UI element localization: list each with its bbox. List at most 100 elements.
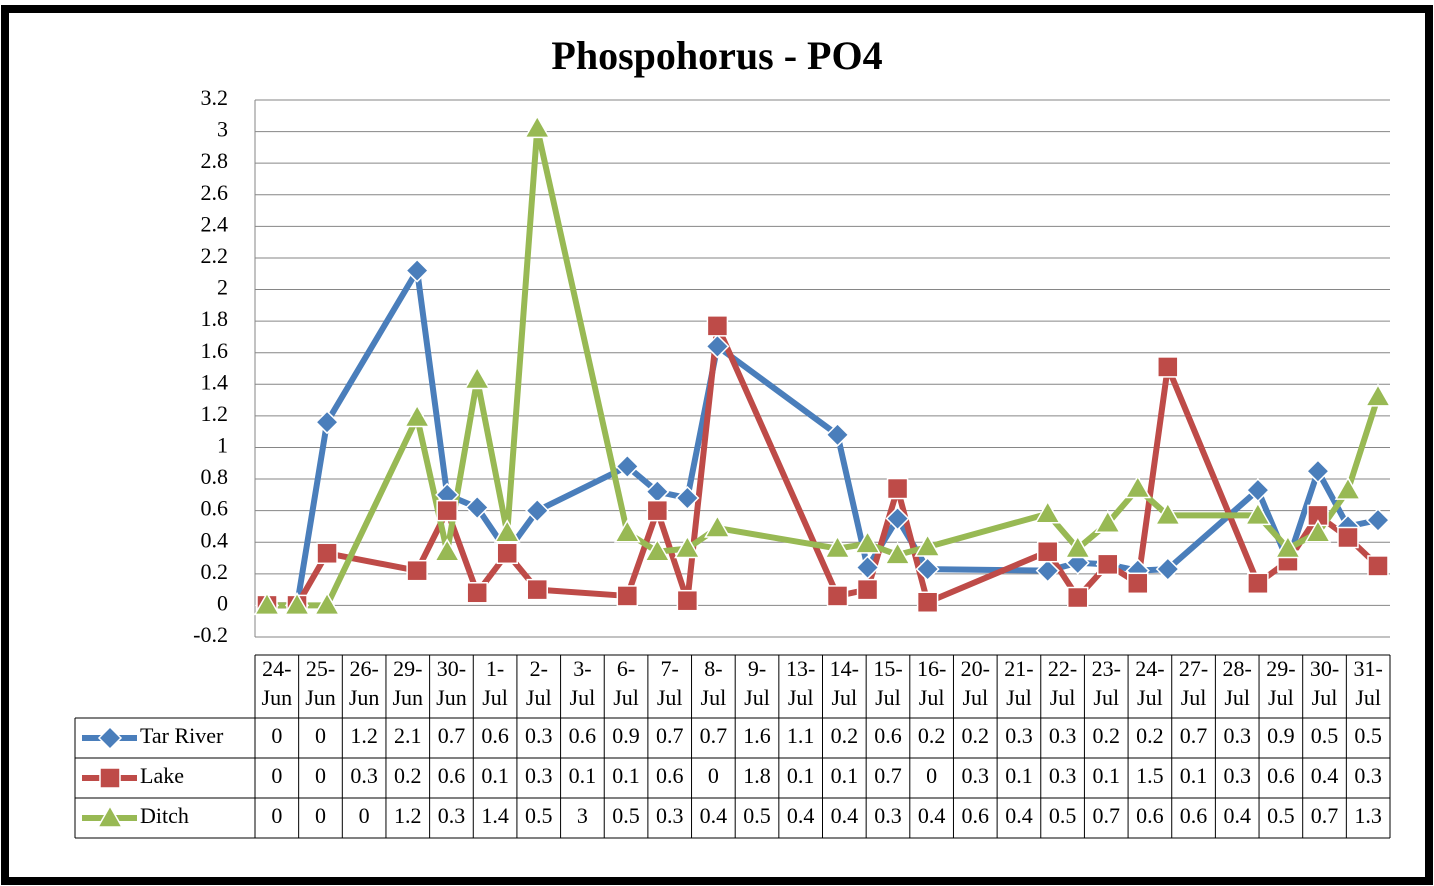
table-value: 0.6 xyxy=(1267,763,1295,788)
table-value: 0.7 xyxy=(1311,803,1339,828)
table-value: 1.2 xyxy=(394,803,422,828)
x-tick-label: 2-Jul xyxy=(526,656,552,710)
y-tick-label: 1.4 xyxy=(201,369,229,394)
table-value: 0.4 xyxy=(700,803,728,828)
table-value: 0.3 xyxy=(350,763,378,788)
marker xyxy=(825,422,850,447)
x-tick-label: 14-Jul xyxy=(830,656,859,710)
table-value: 0.6 xyxy=(1180,803,1208,828)
x-tick-label: 28-Jul xyxy=(1223,656,1252,710)
marker xyxy=(526,578,548,601)
y-tick-label: 2.4 xyxy=(201,211,229,236)
table-value: 0.6 xyxy=(1136,803,1164,828)
table-value: 1.3 xyxy=(1354,803,1382,828)
marker xyxy=(1097,553,1119,576)
table-value: 0.7 xyxy=(438,723,466,748)
marker xyxy=(615,454,640,479)
x-tick-label: 7-Jul xyxy=(657,656,683,710)
x-tick-label: 3-Jul xyxy=(570,656,596,710)
table-value: 0.6 xyxy=(962,803,990,828)
marker xyxy=(856,578,879,601)
table-value: 0.6 xyxy=(874,723,902,748)
table-value: 0.5 xyxy=(1267,803,1295,828)
marker xyxy=(1035,558,1060,583)
marker xyxy=(1066,586,1089,609)
table-value: 0.1 xyxy=(787,763,815,788)
table-value: 0.3 xyxy=(656,803,684,828)
table-value: 1.1 xyxy=(787,723,815,748)
marker xyxy=(466,582,488,604)
y-tick-label: 0.8 xyxy=(201,464,229,489)
table-value: 0 xyxy=(271,803,282,828)
marker xyxy=(1274,535,1302,559)
marker xyxy=(1157,356,1179,378)
table-value: 0.4 xyxy=(918,803,946,828)
table-value: 0.9 xyxy=(612,723,640,748)
table-value: 0 xyxy=(315,803,326,828)
table-value: 0.3 xyxy=(1005,723,1033,748)
table-value: 0 xyxy=(359,803,370,828)
y-tick-label: 1 xyxy=(217,433,228,458)
marker xyxy=(313,591,341,616)
marker xyxy=(1247,572,1269,595)
marker xyxy=(463,366,491,390)
marker xyxy=(1364,383,1392,407)
y-tick-label: -0.2 xyxy=(193,622,228,647)
marker xyxy=(646,499,669,522)
x-tick-label: 30-Jun xyxy=(436,656,467,710)
y-tick-label: 2.8 xyxy=(201,148,229,173)
legend-label: Tar River xyxy=(140,723,224,748)
marker xyxy=(676,589,699,612)
table-value: 0 xyxy=(271,763,282,788)
x-tick-label: 1-Jul xyxy=(482,656,508,710)
marker xyxy=(885,506,910,531)
table-value: 0.9 xyxy=(1267,723,1295,748)
table-value: 0.4 xyxy=(1005,803,1033,828)
marker xyxy=(99,767,121,789)
table-value: 1.4 xyxy=(481,803,509,828)
marker xyxy=(1064,535,1092,559)
marker xyxy=(97,725,123,751)
table-value: 0 xyxy=(271,723,282,748)
x-tick-label: 31-Jul xyxy=(1354,656,1383,710)
marker xyxy=(1305,459,1331,484)
marker xyxy=(1094,509,1122,534)
table-value: 1.5 xyxy=(1136,763,1164,788)
marker xyxy=(1036,540,1059,563)
table-value: 0.4 xyxy=(787,803,815,828)
chart-title: Phospohorus - PO4 xyxy=(551,33,882,78)
table-value: 0.5 xyxy=(1311,723,1339,748)
marker xyxy=(1034,500,1061,524)
table-value: 0.1 xyxy=(1180,763,1208,788)
table-value: 0.1 xyxy=(831,763,859,788)
marker xyxy=(1127,572,1149,595)
x-tick-label: 27-Jul xyxy=(1179,656,1208,710)
table-value: 0.1 xyxy=(481,763,509,788)
table-value: 0.1 xyxy=(1093,763,1121,788)
table-value: 0.2 xyxy=(1136,723,1164,748)
marker xyxy=(915,557,940,582)
marker xyxy=(1334,476,1362,500)
marker xyxy=(496,542,518,565)
table-value: 0.2 xyxy=(1093,723,1121,748)
series-line xyxy=(267,125,1381,609)
x-tick-label: 24-Jul xyxy=(1135,656,1164,710)
table-value: 0 xyxy=(926,763,937,788)
table-value: 0.5 xyxy=(1049,803,1077,828)
table-value: 0.4 xyxy=(1223,803,1251,828)
x-tick-label: 26-Jun xyxy=(349,656,380,710)
marker xyxy=(706,315,729,337)
x-tick-label: 24-Jun xyxy=(262,656,293,710)
marker xyxy=(314,410,340,435)
x-tick-label: 15-Jul xyxy=(873,656,902,710)
marker xyxy=(1244,501,1272,526)
x-tick-label: 21-Jul xyxy=(1004,656,1033,710)
table-value: 0 xyxy=(315,723,326,748)
y-tick-label: 2.2 xyxy=(201,243,229,268)
y-tick-label: 2.6 xyxy=(201,180,229,205)
marker xyxy=(914,533,941,557)
table-value: 0.4 xyxy=(1311,763,1339,788)
marker xyxy=(675,485,700,511)
marker xyxy=(1154,501,1182,526)
marker xyxy=(283,591,311,616)
